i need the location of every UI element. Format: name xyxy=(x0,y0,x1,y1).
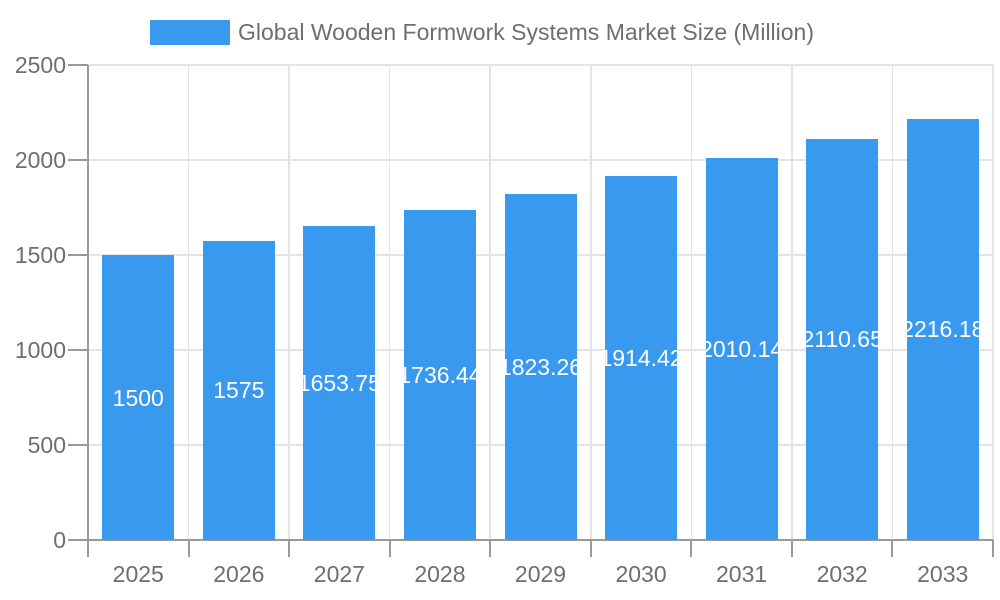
x-axis-label: 2026 xyxy=(213,561,265,587)
y-axis-tick xyxy=(68,444,88,446)
bar-2027[interactable] xyxy=(303,225,376,540)
y-axis-label: 1000 xyxy=(14,337,66,363)
bar-2026[interactable] xyxy=(202,240,275,540)
y-axis-label: 0 xyxy=(53,527,66,553)
x-axis-label: 2033 xyxy=(917,561,969,587)
x-axis-tick xyxy=(690,540,693,557)
x-axis-tick xyxy=(489,540,492,557)
x-axis-label: 2031 xyxy=(716,561,768,587)
x-axis-tick xyxy=(288,540,291,557)
legend-swatch xyxy=(150,20,230,45)
y-axis-tick xyxy=(68,159,88,161)
x-axis-label: 2028 xyxy=(414,561,466,587)
x-axis-label: 2029 xyxy=(514,561,567,587)
y-axis-tick xyxy=(68,64,88,66)
v-gridline xyxy=(791,65,793,540)
v-gridline xyxy=(187,65,190,540)
bar-2028[interactable] xyxy=(403,210,476,540)
x-axis-tick xyxy=(187,540,190,557)
x-axis-tick xyxy=(87,540,89,557)
x-axis-tick xyxy=(388,540,391,557)
legend-item[interactable]: Global Wooden Formwork Systems Market Si… xyxy=(0,0,1000,56)
x-axis-tick xyxy=(992,540,994,557)
v-gridline xyxy=(388,65,391,540)
x-axis-label: 2027 xyxy=(313,561,365,587)
y-axis-label: 1500 xyxy=(14,242,66,268)
y-axis-label: 2500 xyxy=(14,52,66,78)
v-gridline xyxy=(288,65,290,540)
x-axis-label: 2030 xyxy=(615,561,667,587)
v-gridline xyxy=(690,65,693,540)
y-axis-tick xyxy=(68,349,88,351)
bar-2032[interactable] xyxy=(806,138,879,540)
bar-2030[interactable] xyxy=(605,176,678,540)
h-gridline xyxy=(88,64,993,66)
v-gridline xyxy=(489,65,491,540)
v-gridline xyxy=(992,65,994,540)
h-gridline xyxy=(88,159,993,161)
bar-2031[interactable] xyxy=(705,158,778,540)
x-axis-tick xyxy=(891,540,894,557)
bar-2033[interactable] xyxy=(906,118,979,540)
x-axis-line xyxy=(88,539,993,541)
y-axis-tick xyxy=(68,254,88,256)
v-gridline xyxy=(590,65,592,540)
legend-label: Global Wooden Formwork Systems Market Si… xyxy=(238,19,815,45)
bar-2029[interactable] xyxy=(504,193,577,540)
bar-2025[interactable] xyxy=(102,255,175,540)
y-axis-line xyxy=(87,65,89,542)
x-axis-tick xyxy=(790,540,793,557)
y-axis-label: 2000 xyxy=(14,147,66,173)
x-axis-label: 2025 xyxy=(112,561,164,587)
y-axis-tick xyxy=(68,539,88,541)
x-axis-label: 2032 xyxy=(816,561,868,587)
y-axis-label: 500 xyxy=(27,432,66,458)
x-axis-tick xyxy=(589,540,592,557)
v-gridline xyxy=(891,65,894,540)
